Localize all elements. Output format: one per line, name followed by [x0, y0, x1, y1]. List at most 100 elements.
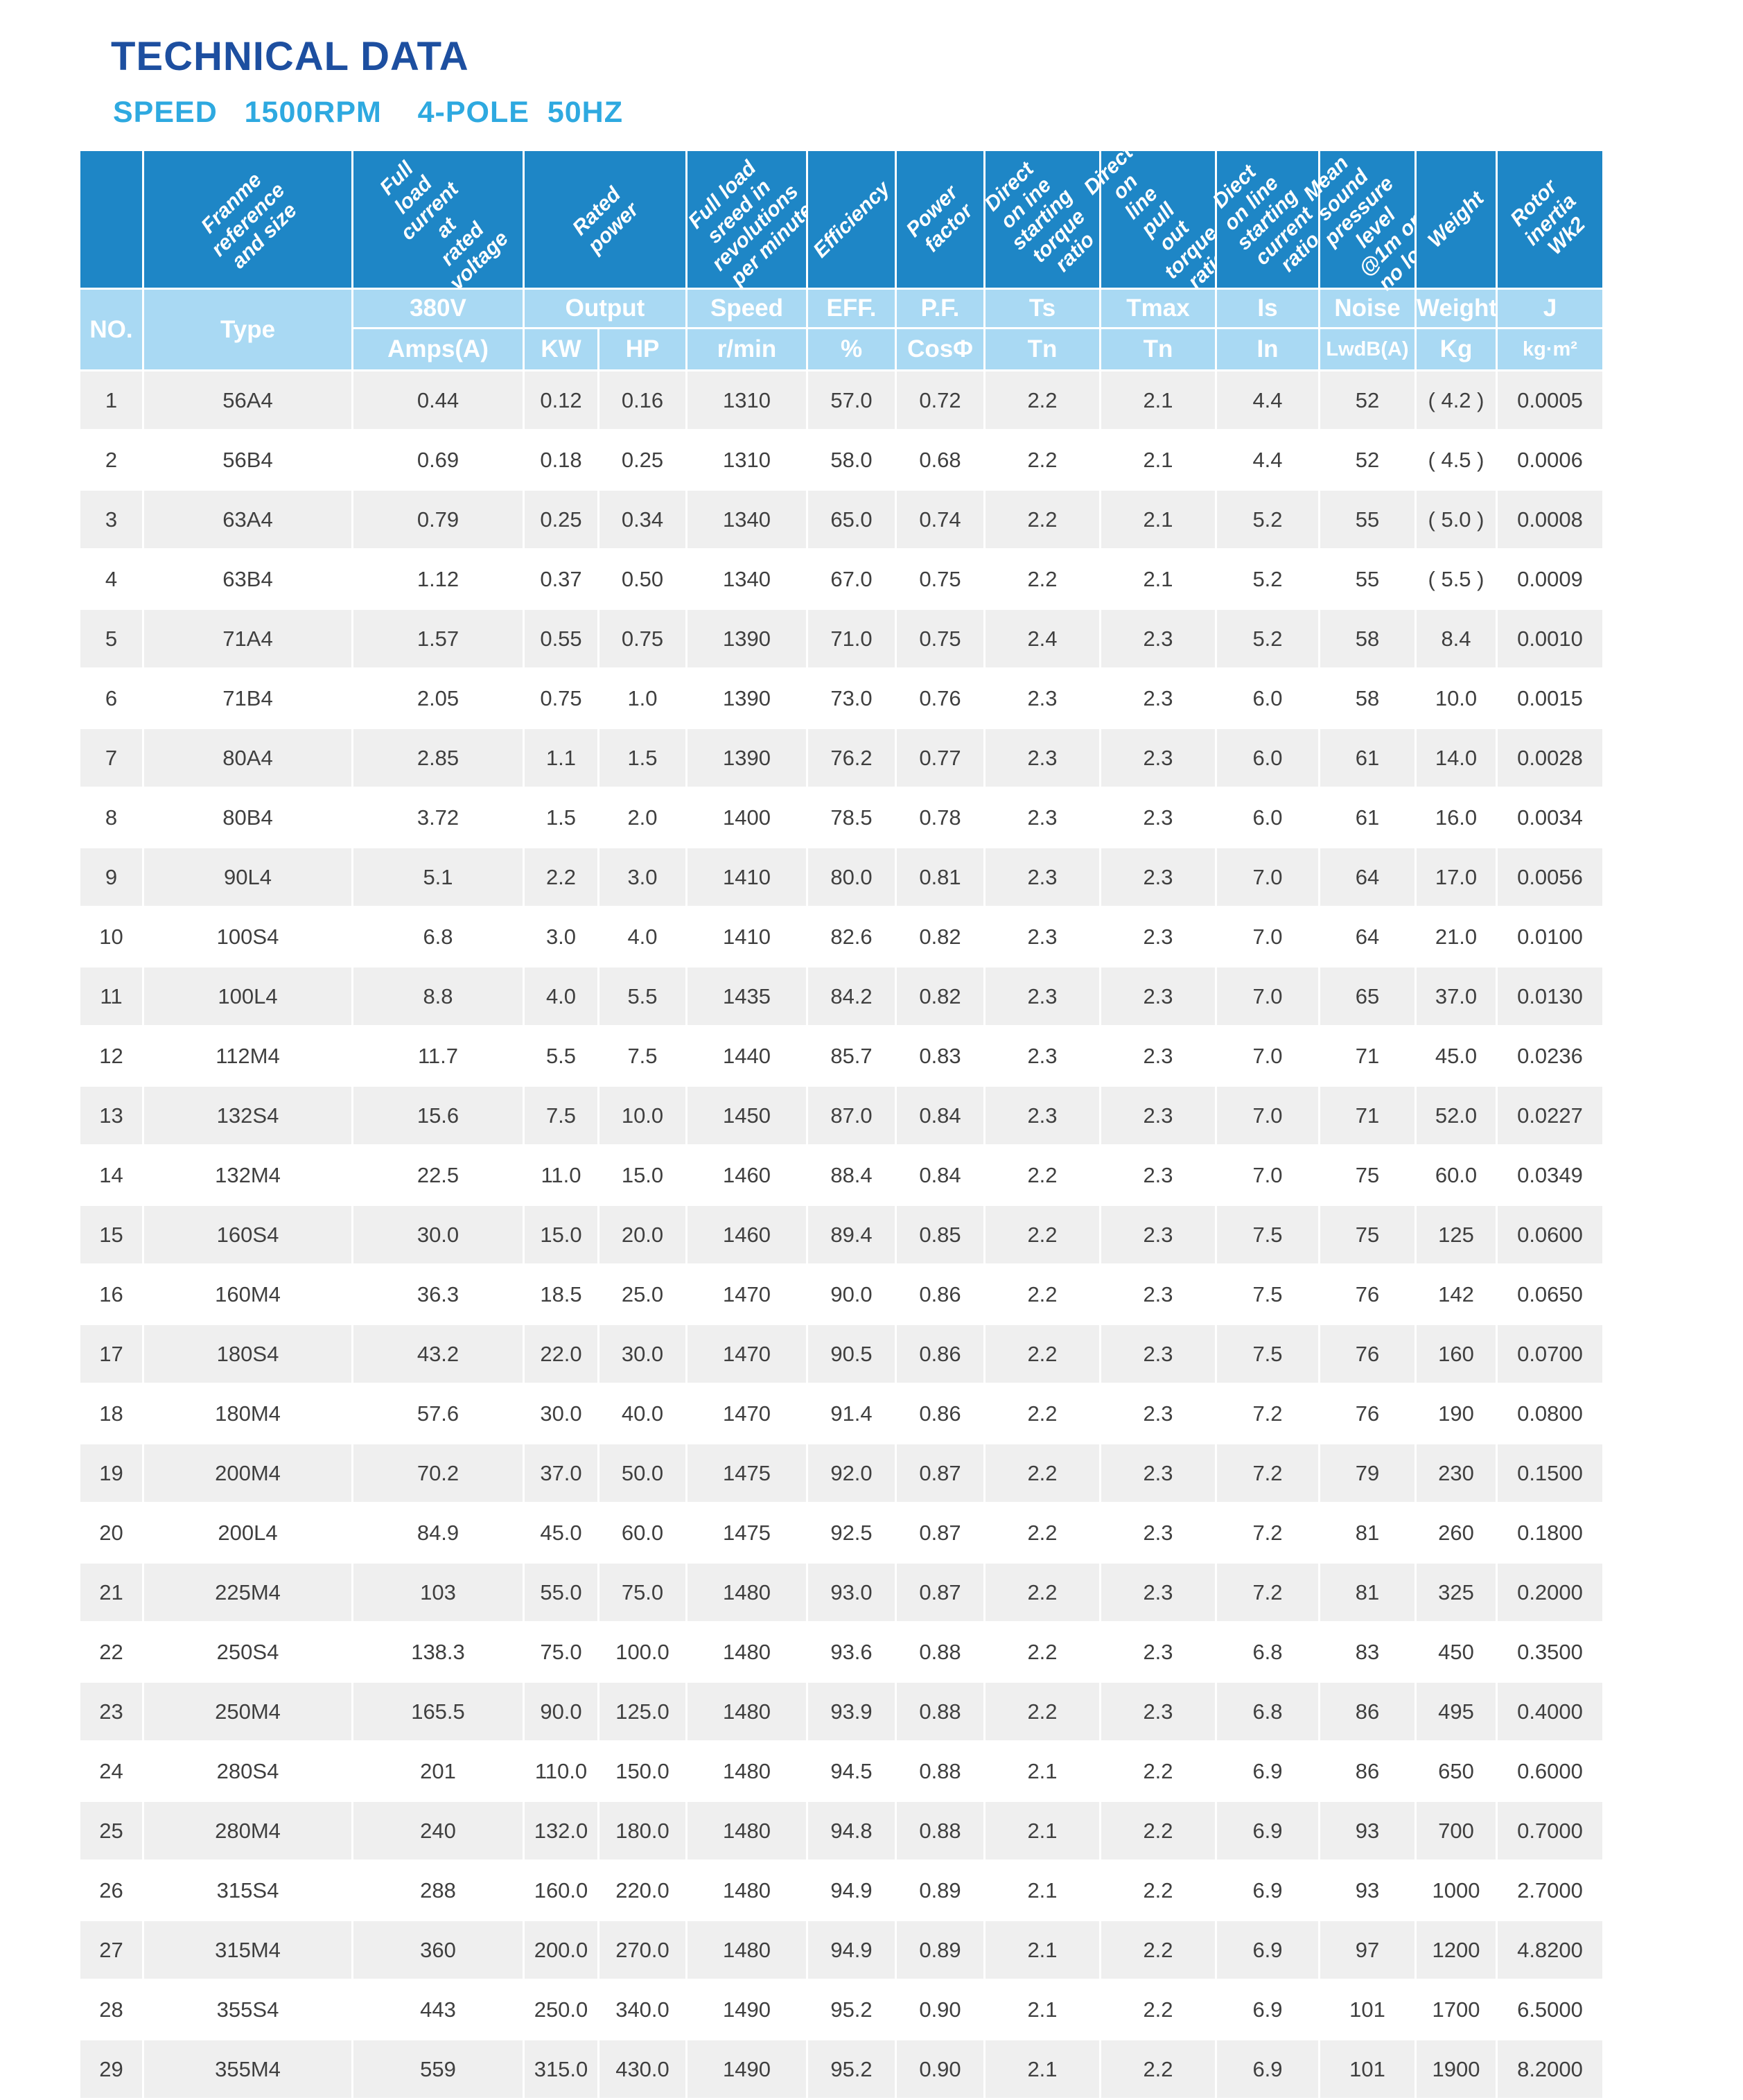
col-header-eff: EFF.: [806, 288, 897, 329]
cell-amps: 240: [351, 1800, 525, 1862]
cell-ts: 2.3: [983, 787, 1101, 848]
cell-no: 16: [78, 1263, 144, 1325]
cell-eff: 76.2: [806, 727, 897, 789]
col-header-output: Output: [523, 288, 687, 329]
cell-speed: 1410: [685, 906, 808, 968]
cell-kw: 2.2: [523, 846, 599, 908]
cell-weight: 8.4: [1414, 608, 1498, 670]
cell-amps: 0.44: [351, 369, 525, 431]
cell-type: 63B4: [142, 548, 353, 610]
cell-tmax: 2.2: [1099, 2038, 1217, 2100]
cell-speed: 1480: [685, 1919, 808, 1981]
cell-weight: 14.0: [1414, 727, 1498, 789]
cell-ts: 2.2: [983, 1263, 1101, 1325]
cell-pf: 0.89: [895, 1860, 986, 1921]
table-row: 17 180S4 43.2 22.0 30.0 1470 90.5 0.86 2.2 2.3 7.5…: [78, 1323, 1604, 1385]
cell-hp: 220.0: [597, 1860, 687, 1921]
cell-j: 0.0100: [1496, 906, 1604, 968]
cell-weight: 10.0: [1414, 667, 1498, 729]
cell-eff: 82.6: [806, 906, 897, 968]
cell-speed: 1460: [685, 1144, 808, 1206]
cell-is: 7.5: [1215, 1263, 1320, 1325]
cell-pf: 0.76: [895, 667, 986, 729]
cell-j: 0.0056: [1496, 846, 1604, 908]
cell-speed: 1390: [685, 727, 808, 789]
unit-tn-tmax: Tn: [1099, 327, 1217, 371]
table-row: 1 56A4 0.44 0.12 0.16 1310 57.0 0.72 2.2 2.1 4.4 52…: [78, 369, 1604, 431]
cell-weight: 45.0: [1414, 1025, 1498, 1087]
table-row: 18 180M4 57.6 30.0 40.0 1470 91.4 0.86 2.2 2.3 7.2…: [78, 1383, 1604, 1444]
cell-amps: 559: [351, 2038, 525, 2100]
cell-speed: 1310: [685, 429, 808, 491]
cell-no: 19: [78, 1442, 144, 1504]
cell-noise: 55: [1318, 548, 1417, 610]
table-row: 19 200M4 70.2 37.0 50.0 1475 92.0 0.87 2.2 2.3 7.2…: [78, 1442, 1604, 1504]
cell-hp: 2.0: [597, 787, 687, 848]
cell-type: 180S4: [142, 1323, 353, 1385]
motor-data-table: Franme reference and size Full load curr…: [78, 141, 1604, 2100]
cell-tmax: 2.3: [1099, 965, 1217, 1027]
col-header-type: Type: [142, 288, 353, 371]
cell-pf: 0.82: [895, 906, 986, 968]
diagonal-header-row: Franme reference and size Full load curr…: [78, 141, 1604, 295]
cell-tmax: 2.3: [1099, 1204, 1217, 1266]
cell-ts: 2.3: [983, 667, 1101, 729]
units-row: Amps(A) KW HP r/min % CosΦ Tn Tn In LwdB…: [80, 327, 1604, 371]
cell-noise: 76: [1318, 1323, 1417, 1385]
cell-type: 250S4: [142, 1621, 353, 1683]
cell-eff: 84.2: [806, 965, 897, 1027]
cell-j: 0.0600: [1496, 1204, 1604, 1266]
cell-eff: 93.0: [806, 1561, 897, 1623]
cell-is: 6.0: [1215, 727, 1320, 789]
cell-is: 6.8: [1215, 1621, 1320, 1683]
cell-is: 6.9: [1215, 1740, 1320, 1802]
cell-tmax: 2.3: [1099, 787, 1217, 848]
col-header-speed: Speed: [685, 288, 808, 329]
diag-label-full-load-current: Full load current at rated voltage: [375, 157, 513, 295]
col-header-noise: Noise: [1318, 288, 1417, 329]
cell-eff: 58.0: [806, 429, 897, 491]
cell-kw: 22.0: [523, 1323, 599, 1385]
cell-tmax: 2.3: [1099, 1323, 1217, 1385]
cell-is: 5.2: [1215, 608, 1320, 670]
cell-kw: 200.0: [523, 1919, 599, 1981]
table-row: 7 80A4 2.85 1.1 1.5 1390 76.2 0.77 2.3 2.3 6.0 61 14…: [78, 727, 1604, 789]
table-row: 10 100S4 6.8 3.0 4.0 1410 82.6 0.82 2.3 2.3 7.0 64 2…: [78, 906, 1604, 968]
cell-j: 0.6000: [1496, 1740, 1604, 1802]
unit-hp: HP: [597, 327, 687, 371]
cell-ts: 2.3: [983, 846, 1101, 908]
cell-kw: 1.5: [523, 787, 599, 848]
cell-noise: 76: [1318, 1263, 1417, 1325]
cell-speed: 1400: [685, 787, 808, 848]
cell-speed: 1460: [685, 1204, 808, 1266]
cell-pf: 0.90: [895, 1979, 986, 2040]
cell-weight: 650: [1414, 1740, 1498, 1802]
cell-ts: 2.3: [983, 727, 1101, 789]
cell-j: 0.0800: [1496, 1383, 1604, 1444]
cell-amps: 138.3: [351, 1621, 525, 1683]
col-header-ts: Ts: [983, 288, 1101, 329]
cell-pf: 0.86: [895, 1323, 986, 1385]
cell-kw: 250.0: [523, 1979, 599, 2040]
cell-hp: 75.0: [597, 1561, 687, 1623]
cell-kw: 110.0: [523, 1740, 599, 1802]
cell-weight: 125: [1414, 1204, 1498, 1266]
cell-type: 160M4: [142, 1263, 353, 1325]
cell-ts: 2.2: [983, 489, 1101, 550]
cell-speed: 1340: [685, 489, 808, 550]
cell-j: 0.0009: [1496, 548, 1604, 610]
cell-no: 8: [78, 787, 144, 848]
cell-no: 21: [78, 1561, 144, 1623]
cell-type: 200M4: [142, 1442, 353, 1504]
cell-is: 6.9: [1215, 2038, 1320, 2100]
cell-is: 7.5: [1215, 1323, 1320, 1385]
cell-no: 14: [78, 1144, 144, 1206]
cell-weight: ( 4.2 ): [1414, 369, 1498, 431]
cell-eff: 95.2: [806, 1979, 897, 2040]
table-row: 29 355M4 559 315.0 430.0 1490 95.2 0.90 2.1 2.2 6.…: [78, 2038, 1604, 2100]
cell-hp: 1.0: [597, 667, 687, 729]
cell-type: 250M4: [142, 1681, 353, 1742]
cell-ts: 2.3: [983, 1025, 1101, 1087]
cell-is: 4.4: [1215, 429, 1320, 491]
col-header-j: J: [1496, 288, 1604, 329]
